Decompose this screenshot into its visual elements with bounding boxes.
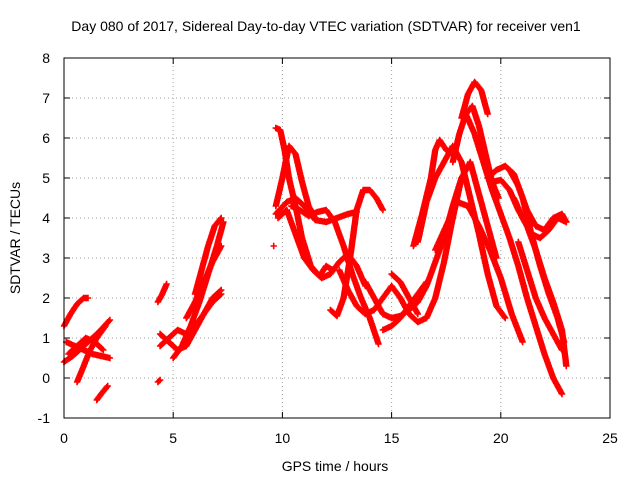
x-tick-label: 5	[169, 430, 177, 446]
data-point-markers	[154, 280, 170, 306]
data-track	[432, 198, 526, 346]
data-track	[93, 382, 111, 404]
data-track	[183, 242, 225, 322]
data-point-markers	[93, 382, 111, 404]
data-track	[506, 166, 570, 234]
data-point-markers	[506, 166, 570, 234]
x-tick-label: 10	[275, 430, 291, 446]
data-point-markers	[336, 174, 465, 326]
data-point-markers	[270, 242, 277, 250]
data-point-markers	[388, 270, 421, 318]
y-axis-label: SDTVAR / TECUs	[7, 182, 23, 294]
y-tick-label: 4	[42, 210, 50, 226]
data-track	[458, 78, 491, 122]
data-point-markers	[462, 110, 566, 398]
x-tick-label: 20	[493, 430, 509, 446]
data-point-markers	[65, 334, 107, 358]
data-point-markers	[510, 194, 570, 242]
data-point-markers	[272, 194, 360, 226]
data-track	[515, 238, 566, 354]
grid	[64, 58, 610, 418]
y-tick-label: 1	[42, 330, 50, 346]
data-track	[65, 334, 107, 358]
data-point-markers	[60, 294, 92, 330]
x-axis-label: GPS time / hours	[282, 458, 389, 474]
data-track	[272, 194, 360, 226]
y-tick-label: 8	[42, 50, 50, 66]
y-tick-label: -1	[38, 410, 51, 426]
axis-ticks: 0 5 10 15 20 25 -1 0 1 2 3 4 5 6 7 8	[38, 50, 618, 446]
data-point-markers	[432, 198, 526, 346]
data-series	[60, 78, 570, 404]
y-tick-label: 7	[42, 90, 50, 106]
chart-title: Day 080 of 2017, Sidereal Day-to-day VTE…	[71, 18, 581, 34]
data-point-markers	[515, 238, 566, 354]
y-tick-label: 2	[42, 290, 50, 306]
x-tick-label: 0	[60, 430, 68, 446]
data-point-markers	[272, 142, 319, 222]
data-track	[60, 294, 92, 330]
data-point-markers	[458, 78, 491, 122]
x-tick-label: 25	[602, 430, 618, 446]
data-track	[462, 110, 566, 398]
data-point-markers	[154, 376, 164, 386]
data-point-markers	[191, 214, 225, 298]
data-track	[191, 214, 225, 298]
y-tick-label: 5	[42, 170, 50, 186]
data-track	[154, 280, 170, 306]
x-tick-label: 15	[384, 430, 400, 446]
y-tick-label: 6	[42, 130, 50, 146]
y-tick-label: 3	[42, 250, 50, 266]
data-track	[336, 174, 465, 326]
data-point-markers	[183, 242, 225, 322]
y-tick-label: 0	[42, 370, 50, 386]
data-track	[510, 194, 570, 242]
data-track	[272, 142, 319, 222]
data-track	[270, 242, 277, 250]
data-track	[154, 376, 164, 386]
data-track	[388, 270, 421, 318]
plot-frame	[63, 57, 611, 419]
